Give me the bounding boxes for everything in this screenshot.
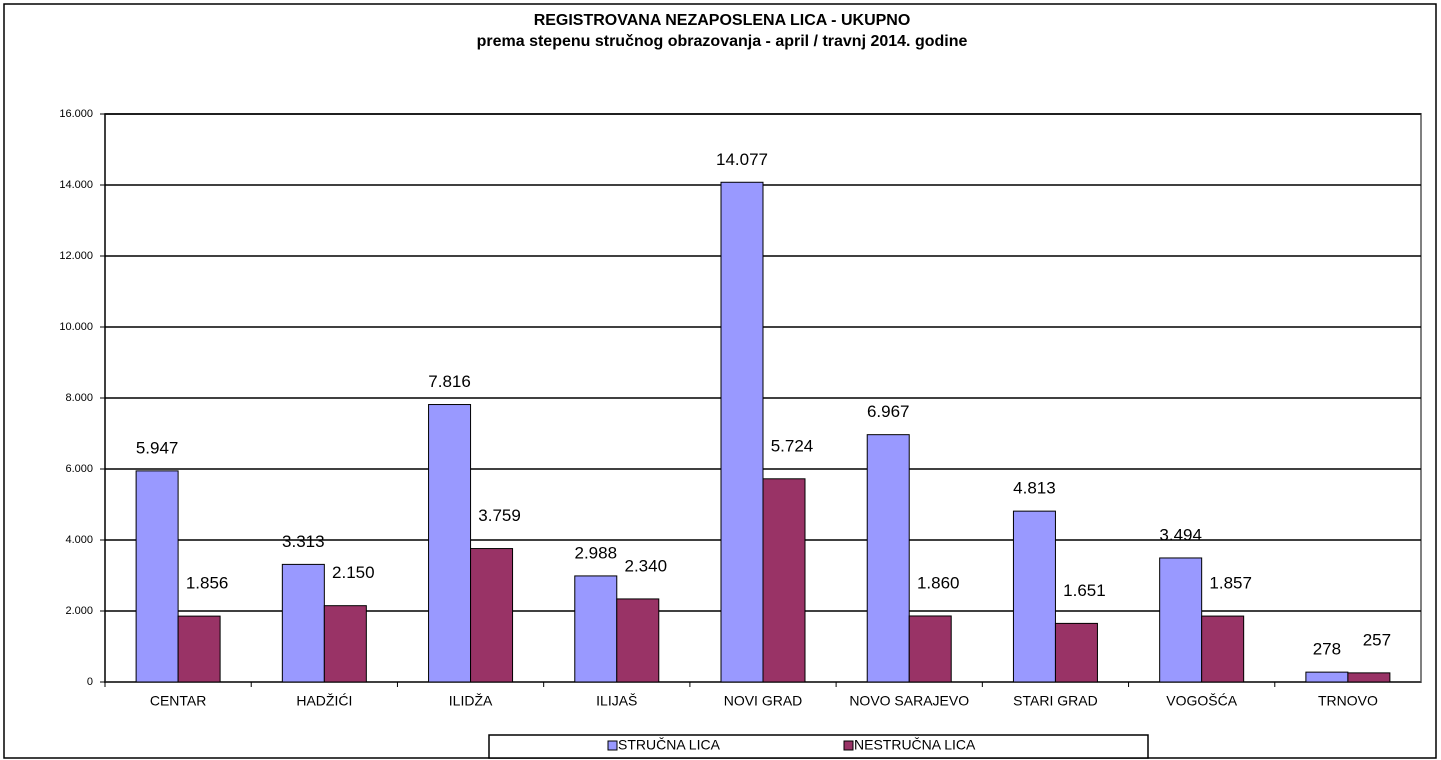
value-label: 2.150 [332,563,375,582]
x-tick-label: CENTAR [150,693,207,709]
value-label: 3.494 [1159,525,1202,544]
bar [470,548,514,683]
bar [1201,615,1245,683]
x-tick-label: VOGOŠĆA [1166,693,1237,709]
bar [720,181,764,683]
bar [762,478,806,683]
value-label: 4.813 [1013,479,1056,498]
x-tick-label: HADŽIĆI [296,693,352,709]
bar [323,605,367,683]
bar [1305,671,1349,683]
x-tick-label: TRNOVO [1318,693,1378,709]
y-tick-label: 2.000 [65,605,93,617]
bar [1159,557,1203,683]
value-label: 3.759 [478,506,521,525]
legend-box [488,734,1149,759]
value-label: 1.651 [1063,581,1106,600]
chart-subtitle: prema stepenu stručnog obrazovanja - apr… [477,33,968,50]
bar [908,615,952,683]
value-label: 7.816 [428,372,471,391]
y-tick-label: 16.000 [59,108,93,120]
y-tick-label: 6.000 [65,463,93,475]
legend-swatch [607,740,618,751]
y-tick-label: 12.000 [59,250,93,262]
y-tick-label: 0 [87,676,93,688]
legend-label: STRUČNA LICA [618,737,721,753]
value-label: 5.724 [771,436,814,455]
value-label: 1.860 [917,573,960,592]
value-label: 14.077 [716,150,768,169]
x-tick-label: STARI GRAD [1013,693,1098,709]
value-label: 1.856 [186,574,229,593]
legend-label: NESTRUČNA LICA [854,737,976,753]
bar [281,563,325,683]
bar [616,598,660,683]
bar [1012,510,1056,683]
bar [574,575,618,683]
bar [1054,622,1098,683]
x-tick-label: NOVI GRAD [724,693,803,709]
x-tick-label: ILIJAŠ [596,693,637,709]
value-label: 6.967 [867,402,910,421]
value-label: 5.947 [136,438,179,457]
bar [1347,672,1391,683]
value-label: 2.988 [575,543,618,562]
bar [177,615,221,683]
y-tick-label: 10.000 [59,321,93,333]
x-tick-label: NOVO SARAJEVO [849,693,969,709]
chart-title: REGISTROVANA NEZAPOSLENA LICA - UKUPNO [534,12,911,29]
bar [428,404,472,683]
y-tick-label: 4.000 [65,534,93,546]
value-label: 1.857 [1209,574,1252,593]
bar [135,470,179,683]
y-tick-label: 8.000 [65,392,93,404]
bar [866,434,910,683]
x-tick-label: ILIDŽA [449,693,493,709]
value-label: 2.340 [625,556,668,575]
value-label: 257 [1363,630,1391,649]
value-label: 278 [1313,640,1341,659]
y-tick-label: 14.000 [59,179,93,191]
value-label: 3.313 [282,532,325,551]
legend-swatch [843,740,854,751]
